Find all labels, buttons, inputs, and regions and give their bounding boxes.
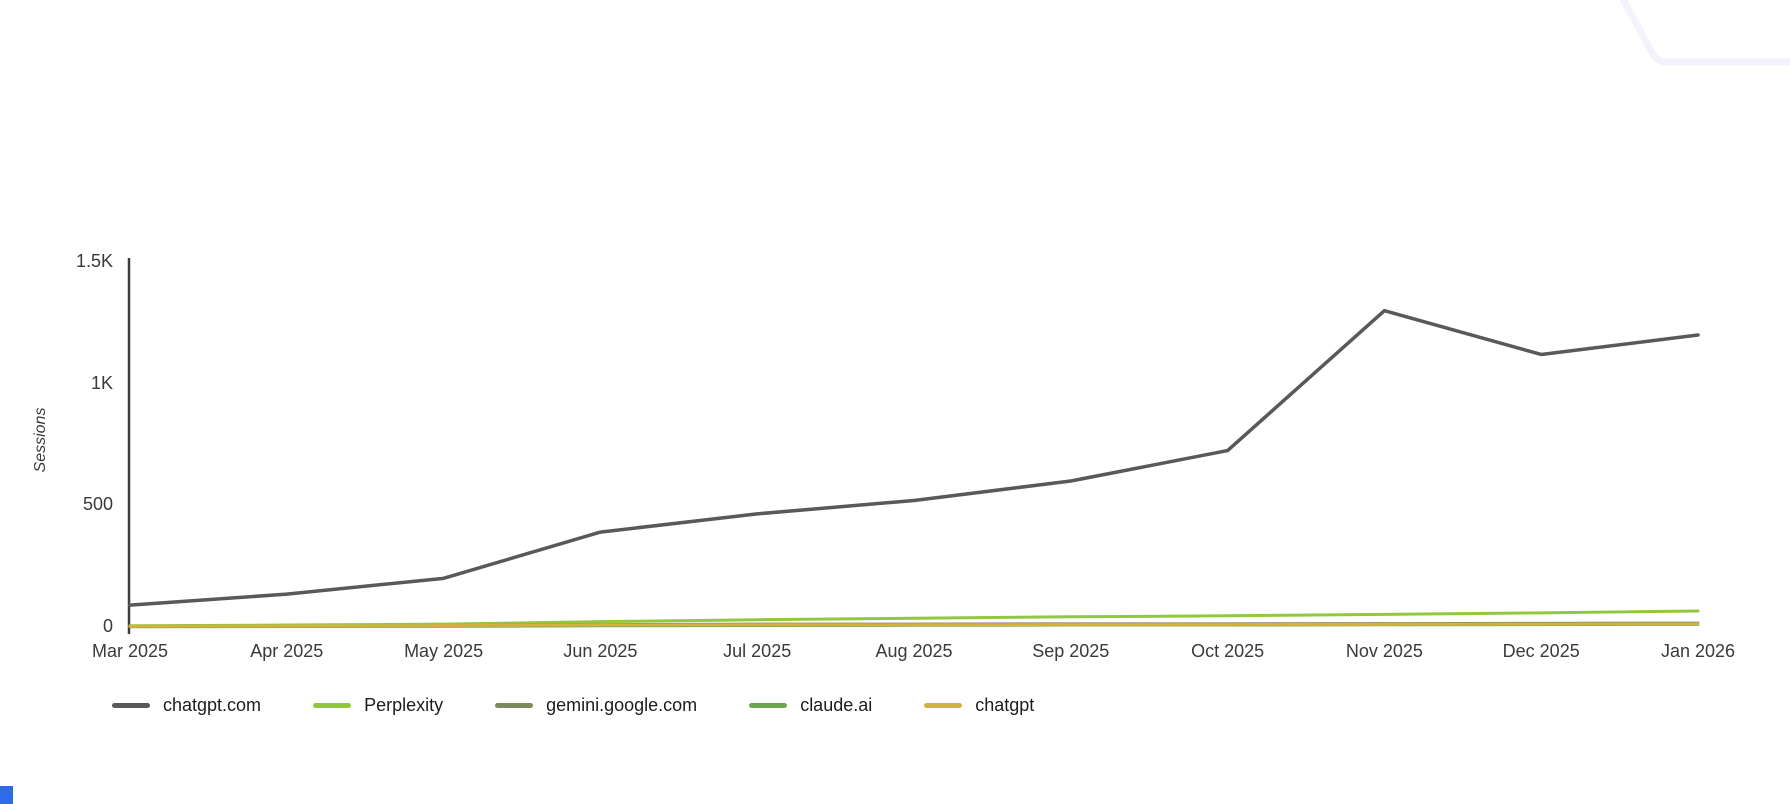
legend-item-Perplexity[interactable]: Perplexity bbox=[313, 695, 443, 716]
x-axis-label: Sep 2025 bbox=[1032, 641, 1110, 661]
legend-swatch-chatgpt bbox=[924, 703, 963, 708]
x-axis-label: Jun 2025 bbox=[563, 641, 638, 661]
x-axis-label: Mar 2025 bbox=[91, 641, 169, 661]
legend-swatch-claude.ai bbox=[749, 703, 788, 708]
legend-swatch-gemini.google.com bbox=[495, 703, 534, 708]
x-axis-label: Aug 2025 bbox=[875, 641, 953, 661]
legend-item-claude.ai[interactable]: claude.ai bbox=[749, 695, 872, 716]
y-axis-label: 1.5K bbox=[75, 251, 113, 271]
x-axis-label: Apr 2025 bbox=[250, 641, 324, 661]
x-axis-label: Nov 2025 bbox=[1345, 641, 1423, 661]
y-axis-label: 1K bbox=[90, 372, 113, 393]
legend-item-gemini.google.com[interactable]: gemini.google.com bbox=[495, 695, 697, 716]
bottom-left-accent bbox=[0, 786, 13, 804]
x-axis-label: May 2025 bbox=[404, 641, 484, 661]
series-line-chatgpt bbox=[128, 622, 1700, 628]
x-axis-label: Oct 2025 bbox=[1191, 641, 1265, 661]
legend-label: chatgpt.com bbox=[163, 695, 262, 715]
corner-decor-outline bbox=[1619, 0, 1790, 66]
legend-label: Perplexity bbox=[364, 695, 444, 715]
legend-item-chatgpt.com[interactable]: chatgpt.com bbox=[112, 695, 261, 716]
series-line-chatgpt.com bbox=[128, 308, 1700, 607]
x-axis-label: Dec 2025 bbox=[1502, 641, 1580, 661]
chart-legend: chatgpt.com Perplexity gemini.google.com cl… bbox=[112, 695, 1034, 716]
x-axis-label: Jan 2026 bbox=[1660, 641, 1736, 661]
legend-label: gemini.google.com bbox=[546, 695, 698, 715]
y-axis-label: 500 bbox=[82, 494, 113, 515]
x-axis-label: Jul 2025 bbox=[723, 641, 792, 661]
legend-label: claude.ai bbox=[800, 695, 873, 715]
legend-swatch-chatgpt.com bbox=[112, 703, 150, 708]
y-axis-label: 0 bbox=[102, 616, 113, 636]
legend-item-chatgpt[interactable]: chatgpt bbox=[924, 695, 1034, 716]
legend-label: chatgpt bbox=[975, 695, 1035, 715]
legend-swatch-Perplexity bbox=[313, 703, 352, 708]
